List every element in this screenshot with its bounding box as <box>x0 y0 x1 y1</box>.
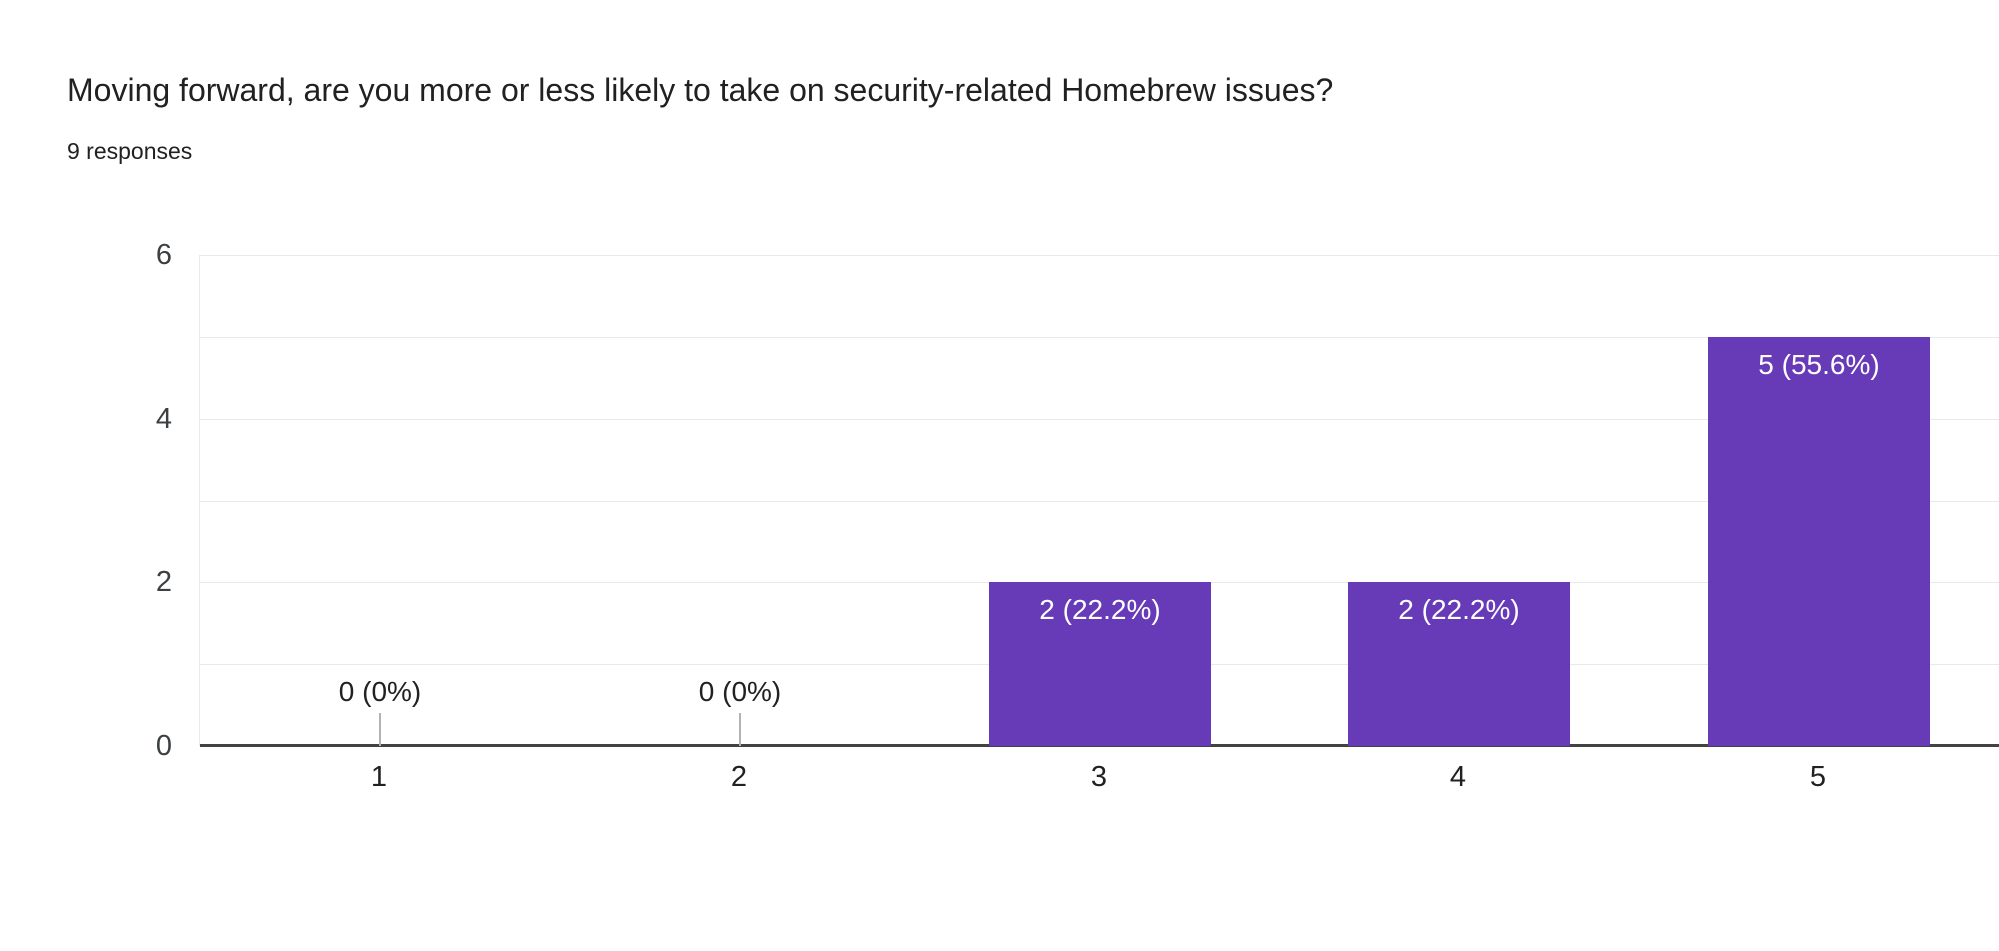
bar-value-4 <box>1348 582 1570 746</box>
response-count: 9 responses <box>67 138 193 164</box>
x-axis-tick-label: 1 <box>370 761 388 793</box>
x-axis-tick-label: 3 <box>1090 761 1108 793</box>
gridline <box>200 336 1999 338</box>
gridline <box>200 418 1999 420</box>
x-axis-tick-label: 5 <box>1809 761 1827 793</box>
bar-value-3 <box>989 582 1211 746</box>
bar-annotation: 2 (22.2%) <box>1398 594 1520 625</box>
bar-annotation: 5 (55.6%) <box>1758 349 1880 380</box>
gridline <box>200 500 1999 502</box>
question-title: Moving forward, are you more or less lik… <box>67 72 1334 108</box>
zero-annotation-stub <box>739 713 741 746</box>
zero-annotation-stub <box>379 713 381 746</box>
bar-annotation: 0 (0%) <box>338 676 422 707</box>
x-axis-tick-label: 4 <box>1449 761 1467 793</box>
bar-value-5 <box>1708 337 1930 746</box>
x-axis-tick-label: 2 <box>730 761 748 793</box>
y-axis-tick-label: 6 <box>155 239 172 271</box>
gridline <box>200 255 1999 256</box>
y-axis-tick-label: 0 <box>155 730 172 762</box>
bar-annotation: 0 (0%) <box>698 676 782 707</box>
y-axis-tick-label: 2 <box>155 566 172 598</box>
bar-annotation: 2 (22.2%) <box>1039 594 1161 625</box>
y-axis-tick-label: 4 <box>155 403 172 435</box>
plot-area: 0 (0%) 0 (0%) 2 (22.2%) 2 (22.2%) 5 (55.6%) <box>199 255 1999 747</box>
